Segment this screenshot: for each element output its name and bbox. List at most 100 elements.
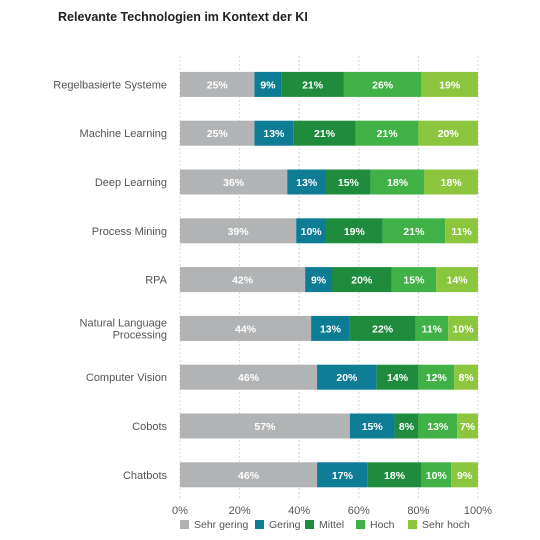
legend-label: Hoch [370,519,395,531]
data-label: 21% [314,128,336,140]
bar-segment [287,169,327,195]
data-label: 8% [458,372,474,384]
data-label: 10% [301,226,323,238]
x-tick-label: 0% [172,505,188,517]
bar-segment [331,267,392,293]
data-label: 20% [336,372,358,384]
data-label: 14% [387,372,409,384]
category-label: RPA [145,275,167,287]
legend-label: Gering [269,519,301,531]
bar-segment [418,120,478,146]
data-label: 21% [377,128,399,140]
bar-segment [367,462,422,488]
bar-segment [180,413,350,439]
bar-segment [180,315,312,341]
bar-segment [349,315,416,341]
data-label: 13% [320,323,342,335]
data-label: 12% [426,372,448,384]
data-label: 18% [384,470,406,482]
x-tick-label: 80% [407,505,429,517]
chart-title: Relevante Technologien im Kontext der KI [58,10,308,24]
legend-swatch [255,520,264,529]
data-label: 15% [403,275,425,287]
data-label: 26% [372,79,394,91]
bar-segment [293,120,356,146]
bar-segment [382,218,446,244]
bar-segment [254,71,282,97]
bar-segment [317,462,368,488]
data-label: 21% [302,79,324,91]
category-label: Natural Language [80,317,167,329]
legend-label: Sehr gering [194,519,248,531]
bar-segment [180,462,318,488]
data-label: 18% [441,177,463,189]
data-label: 10% [453,323,475,335]
bar-segment [424,169,478,195]
bar-segment [418,413,458,439]
category-label: Cobots [132,421,167,433]
category-label: Regelbasierte Systeme [53,79,167,91]
category-label: Processing [113,329,167,341]
bar-segment [349,413,395,439]
legend-swatch [305,520,314,529]
legend-label: Sehr hoch [422,519,470,531]
bar-segment [451,462,478,488]
x-tick-label: 20% [229,505,251,517]
bar-segment [394,413,419,439]
bar-segment [355,120,419,146]
bar-segment [391,267,437,293]
bar-segment [180,120,255,146]
bar-segment [448,315,478,341]
data-label: 20% [351,275,373,287]
x-tick-label: 100% [464,505,492,517]
data-label: 46% [238,470,260,482]
data-label: 17% [332,470,354,482]
data-label: 9% [457,470,473,482]
data-label: 13% [427,421,449,433]
category-label: Deep Learning [95,177,167,189]
bar-segment [326,169,371,195]
bar-segment [418,364,455,390]
legend-label: Mittel [319,519,344,531]
data-label: 11% [422,323,443,335]
data-label: 25% [207,79,229,91]
bar-segment [445,218,478,244]
bar-segment [317,364,377,390]
bar-segment [370,169,425,195]
data-label: 9% [260,79,276,91]
data-label: 8% [399,421,415,433]
bar-segment [180,218,297,244]
category-label: Computer Vision [86,372,167,384]
data-label: 11% [451,226,472,238]
data-label: 46% [238,372,260,384]
bar-segment [254,120,294,146]
category-label: Chatbots [123,470,168,482]
bar-segment [180,71,255,97]
bar-segment [326,218,383,244]
data-label: 57% [254,421,276,433]
data-label: 20% [438,128,460,140]
bar-segment [376,364,419,390]
bar-segment [180,364,318,390]
bar-segment [436,267,478,293]
x-tick-label: 40% [288,505,310,517]
data-label: 13% [263,128,285,140]
data-label: 44% [235,323,257,335]
data-label: 25% [207,128,229,140]
legend-swatch [180,520,189,529]
data-label: 39% [228,226,250,238]
data-label: 14% [447,275,469,287]
bar-segment [305,267,332,293]
bar-segment [311,315,350,341]
data-label: 21% [403,226,425,238]
data-label: 42% [232,275,254,287]
bar-segment [180,169,288,195]
data-label: 15% [362,421,384,433]
bar-segment [343,71,422,97]
data-label: 18% [387,177,409,189]
data-label: 22% [372,323,394,335]
data-label: 15% [338,177,360,189]
data-label: 19% [344,226,366,238]
bar-segment [296,218,327,244]
